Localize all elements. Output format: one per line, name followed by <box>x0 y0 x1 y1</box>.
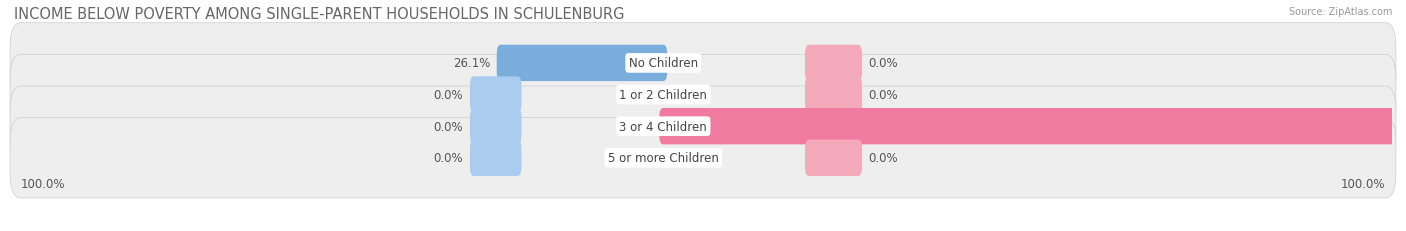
Text: 1 or 2 Children: 1 or 2 Children <box>619 89 707 102</box>
Text: No Children: No Children <box>628 57 697 70</box>
Text: 0.0%: 0.0% <box>433 120 464 133</box>
FancyBboxPatch shape <box>10 24 1396 104</box>
FancyBboxPatch shape <box>10 55 1396 135</box>
FancyBboxPatch shape <box>806 77 862 113</box>
FancyBboxPatch shape <box>10 87 1396 167</box>
Text: 0.0%: 0.0% <box>869 152 898 165</box>
FancyBboxPatch shape <box>470 140 522 176</box>
FancyBboxPatch shape <box>470 77 522 113</box>
FancyBboxPatch shape <box>806 46 862 82</box>
Text: Source: ZipAtlas.com: Source: ZipAtlas.com <box>1288 7 1392 17</box>
FancyBboxPatch shape <box>659 109 1406 145</box>
Text: 100.0%: 100.0% <box>21 178 65 191</box>
Text: 26.1%: 26.1% <box>453 57 491 70</box>
FancyBboxPatch shape <box>470 109 522 145</box>
Text: 0.0%: 0.0% <box>869 89 898 102</box>
Text: INCOME BELOW POVERTY AMONG SINGLE-PARENT HOUSEHOLDS IN SCHULENBURG: INCOME BELOW POVERTY AMONG SINGLE-PARENT… <box>14 7 624 22</box>
Text: 5 or more Children: 5 or more Children <box>607 152 718 165</box>
FancyBboxPatch shape <box>496 46 668 82</box>
FancyBboxPatch shape <box>806 140 862 176</box>
Text: 100.0%: 100.0% <box>1341 178 1385 191</box>
FancyBboxPatch shape <box>10 118 1396 198</box>
Text: 0.0%: 0.0% <box>869 57 898 70</box>
Text: 0.0%: 0.0% <box>433 89 464 102</box>
Text: 0.0%: 0.0% <box>433 152 464 165</box>
Text: 3 or 4 Children: 3 or 4 Children <box>620 120 707 133</box>
